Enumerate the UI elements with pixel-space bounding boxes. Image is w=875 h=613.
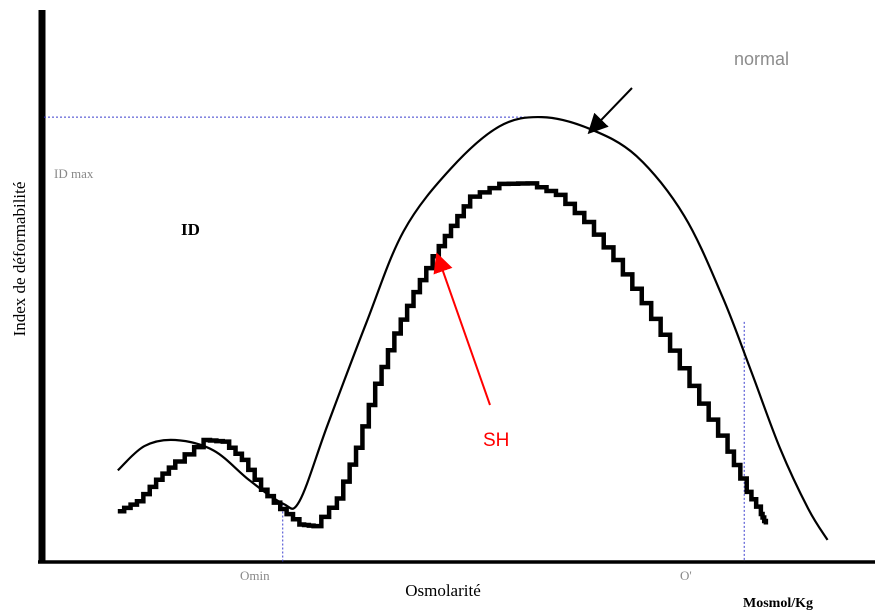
sh-annotation-arrow <box>433 252 491 406</box>
series-normal-line <box>117 115 829 541</box>
omin-label: Omin <box>240 568 270 583</box>
series-sh-line <box>117 181 769 529</box>
o-prime-label: O' <box>680 568 692 583</box>
x-axis-label: Osmolarité <box>405 581 481 600</box>
y-axis-label: Index de déformabilité <box>10 182 29 337</box>
y-tag-label: ID <box>181 220 200 239</box>
sh-annotation-label: SH <box>483 430 509 451</box>
normal-annotation-label: normal <box>734 49 789 69</box>
normal-annotation-arrow <box>587 87 633 135</box>
id-max-label: ID max <box>54 166 94 181</box>
x-unit-label: Mosmol/Kg <box>743 596 813 611</box>
